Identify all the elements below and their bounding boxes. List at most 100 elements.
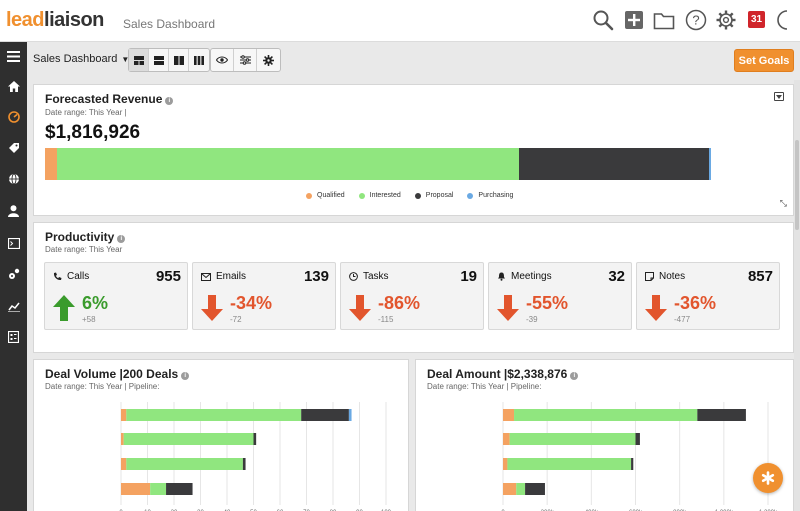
bar-segment[interactable] (697, 409, 746, 421)
tasks-percent-change: -86% (378, 293, 421, 313)
calls-card[interactable]: Calls 955 6% +58 (44, 262, 188, 330)
bar-segment[interactable] (516, 483, 526, 495)
meetings-percent-change: -55% (526, 293, 569, 313)
set-goals-button[interactable]: Set Goals (734, 49, 794, 72)
sliders-icon[interactable] (234, 49, 257, 71)
add-icon[interactable] (622, 8, 646, 32)
eye-icon[interactable] (211, 49, 234, 71)
left-sidebar (0, 42, 27, 511)
search-icon[interactable] (591, 8, 615, 32)
bar-segment[interactable] (503, 458, 508, 470)
tag-icon[interactable] (0, 134, 27, 162)
notes-delta: -477 (674, 315, 691, 324)
forecast-date-range: Date range: This Year | (45, 108, 127, 117)
layout-rows-button[interactable] (149, 49, 169, 71)
quick-action-button[interactable] (753, 463, 783, 493)
tasks-card[interactable]: Tasks 19 -86% -115 (340, 262, 484, 330)
deal-volume-title: Deal Volume |200 Deals i (45, 367, 190, 381)
bar-segment[interactable] (126, 409, 302, 421)
bar-segment[interactable] (121, 483, 151, 495)
productivity-date-range: Date range: This Year (45, 245, 123, 254)
info-icon[interactable]: i (117, 235, 126, 243)
bar-segment[interactable] (507, 458, 632, 470)
arrow-down-icon (497, 295, 519, 321)
caret-down-icon: ▼ (121, 55, 130, 64)
bar-segment[interactable] (150, 483, 167, 495)
gear-icon[interactable] (714, 8, 738, 32)
emails-card[interactable]: Emails 139 -34% -72 (192, 262, 336, 330)
arrow-up-icon (53, 295, 75, 321)
help-icon[interactable]: ? (684, 8, 708, 32)
analytics-icon[interactable] (0, 292, 27, 320)
bar-segment[interactable] (123, 433, 254, 445)
meetings-card[interactable]: Meetings 32 -55% -39 (488, 262, 632, 330)
top-header: leadliaison Sales Dashboard ? 31 (0, 0, 800, 42)
bar-segment[interactable] (525, 483, 545, 495)
layout-two-column-button[interactable] (169, 49, 189, 71)
bar-segment[interactable] (635, 433, 640, 445)
app-title: Sales Dashboard (123, 17, 216, 31)
bar-segment[interactable] (121, 433, 124, 445)
collapse-toggle-icon[interactable] (774, 92, 784, 101)
emails-count: 139 (303, 268, 329, 285)
resize-handle-icon[interactable]: ⤡ (779, 198, 787, 208)
calendar-icon[interactable]: 31 (748, 11, 765, 28)
bar-segment[interactable] (121, 409, 127, 421)
report-icon[interactable] (0, 323, 27, 351)
menu-icon[interactable] (0, 42, 27, 70)
forecast-segment-interested[interactable] (56, 148, 519, 180)
productivity-title: Productivity i (45, 230, 126, 244)
bar-segment[interactable] (631, 458, 634, 470)
bar-segment[interactable] (348, 409, 352, 421)
meetings-delta: -39 (526, 315, 538, 324)
info-icon[interactable]: i (181, 372, 190, 380)
layout-grid-button[interactable] (129, 49, 149, 71)
page-scrollbar[interactable] (794, 80, 800, 511)
bar-segment[interactable] (166, 483, 193, 495)
loading-icon (772, 8, 796, 32)
user-icon[interactable] (0, 197, 27, 225)
bar-segment[interactable] (126, 458, 243, 470)
bar-segment[interactable] (509, 433, 636, 445)
bar-segment[interactable] (253, 433, 257, 445)
info-icon[interactable]: i (570, 372, 579, 380)
note-icon (645, 272, 654, 281)
folder-icon[interactable] (652, 8, 676, 32)
scrollbar-thumb[interactable] (795, 140, 799, 230)
layout-three-column-button[interactable] (189, 49, 209, 71)
bar-segment[interactable] (242, 458, 246, 470)
forecast-title: Forecasted Revenue i (45, 92, 174, 106)
meetings-count: 32 (608, 268, 625, 285)
tasks-count: 19 (460, 268, 477, 285)
forecast-segment-proposal[interactable] (518, 148, 709, 180)
globe-icon[interactable] (0, 165, 27, 193)
forecast-stacked-bar (45, 148, 711, 180)
layout-button-group (128, 48, 210, 72)
forecast-total: $1,816,926 (45, 122, 141, 143)
calls-percent-change: 6% (82, 293, 109, 313)
forecast-segment-qualified[interactable] (45, 148, 57, 180)
forecast-segment-purchasing[interactable] (708, 148, 711, 180)
view-button-group (210, 48, 281, 72)
terminal-icon[interactable] (0, 229, 27, 257)
bar-segment[interactable] (121, 458, 127, 470)
notes-percent-change: -36% (674, 293, 717, 313)
bar-segment[interactable] (301, 409, 349, 421)
bar-segment[interactable] (514, 409, 698, 421)
dashboard-settings-icon[interactable] (257, 49, 280, 71)
deal-volume-panel: Deal Volume |200 Deals i Date range: This… (33, 359, 409, 511)
dashboard-icon[interactable] (0, 103, 27, 131)
bar-segment[interactable] (503, 409, 515, 421)
qualified-legend-dot (306, 192, 312, 199)
settings-icon[interactable] (0, 260, 27, 288)
info-icon[interactable]: i (165, 97, 174, 105)
leadliaison-logo[interactable]: leadliaison (6, 9, 104, 31)
dashboard-selector[interactable]: Sales Dashboard ▼ (33, 53, 130, 65)
home-icon[interactable] (0, 72, 27, 100)
interested-legend-dot (358, 192, 365, 199)
forecast-legend: Qualified Interested Proposal Purchasing (306, 192, 513, 199)
tasks-delta: -115 (378, 315, 394, 324)
bar-segment[interactable] (503, 483, 517, 495)
bar-segment[interactable] (503, 433, 510, 445)
notes-card[interactable]: Notes 857 -36% -477 (636, 262, 780, 330)
